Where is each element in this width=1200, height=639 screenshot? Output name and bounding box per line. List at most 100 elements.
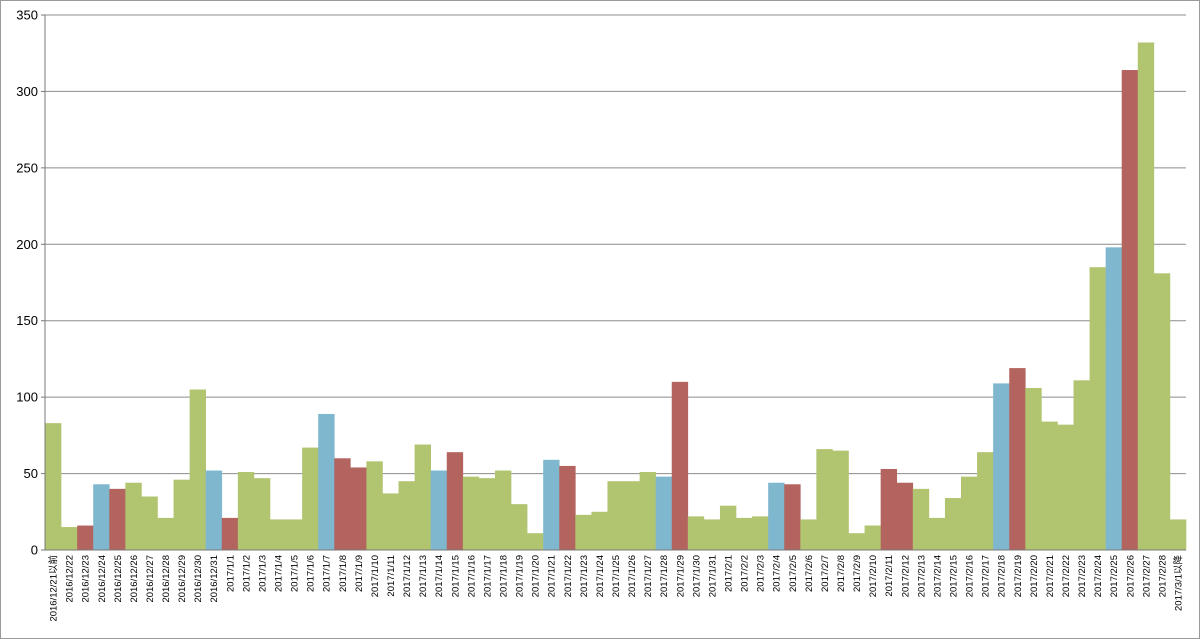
bar [221, 517, 239, 550]
x-tick-label: 2017/1/6 [306, 555, 317, 592]
y-tick-label: 150 [16, 313, 38, 328]
x-tick-label: 2017/1/22 [563, 555, 574, 597]
x-tick-label: 2017/1/8 [338, 555, 349, 592]
x-tick-label: 2017/2/24 [1093, 555, 1104, 597]
x-tick-label: 2017/2/1 [723, 555, 734, 592]
x-tick-label: 2016/12/21以前 [48, 555, 60, 622]
bar [1153, 273, 1171, 550]
bar [157, 517, 174, 550]
x-tick-label: 2017/1/17 [482, 555, 493, 597]
bar [655, 476, 673, 550]
bar [1089, 267, 1106, 550]
bar [462, 476, 480, 550]
x-tick-label: 2017/1/13 [418, 555, 429, 597]
x-tick-label: 2017/2/14 [932, 555, 943, 597]
x-tick-label: 2017/2/13 [916, 555, 927, 597]
x-tick-label: 2016/12/23 [81, 555, 92, 603]
bar [253, 478, 271, 550]
x-tick-label: 2017/2/4 [772, 555, 783, 592]
bar [703, 519, 721, 550]
bar [286, 519, 303, 550]
bar [880, 468, 898, 550]
x-tick-label: 2017/2/21 [1045, 555, 1056, 597]
x-tick-label: 2017/1/5 [290, 555, 301, 592]
bar [961, 476, 978, 550]
x-tick-label: 2017/1/7 [322, 555, 333, 592]
x-tick-label: 2017/1/1 [225, 555, 236, 592]
x-tick-label: 2017/1/10 [370, 555, 381, 597]
bar [993, 383, 1010, 550]
x-tick-label: 2017/1/11 [386, 555, 397, 597]
x-tick-label: 2016/12/27 [145, 555, 156, 603]
bar [816, 449, 833, 550]
axes [41, 14, 1186, 551]
bar [237, 472, 255, 550]
bar [607, 481, 624, 550]
x-tick-label: 2017/1/29 [675, 555, 686, 597]
x-tick-label: 2017/1/16 [466, 555, 477, 597]
x-tick-label: 2017/2/22 [1061, 555, 1072, 597]
bar [494, 470, 512, 550]
x-tick-label: 2017/1/12 [402, 555, 413, 597]
x-tick-label: 2017/1/27 [643, 555, 654, 597]
y-tick-label: 250 [16, 160, 38, 175]
x-tick-label: 2017/3/1以降 [1172, 555, 1184, 611]
bar [478, 478, 496, 550]
bar [1041, 421, 1058, 550]
x-tick-label: 2017/2/7 [820, 555, 831, 592]
bar [1137, 42, 1155, 550]
bar [382, 493, 399, 550]
x-tick-label: 2016/12/25 [113, 555, 124, 603]
bar [1009, 368, 1026, 550]
bar [800, 519, 817, 550]
x-tick-label: 2016/12/30 [193, 555, 204, 603]
bar [141, 496, 158, 550]
bar [591, 511, 608, 550]
bar [1121, 70, 1139, 550]
x-tick-label: 2017/1/23 [579, 555, 590, 597]
bar [109, 488, 126, 550]
x-tick-label: 2017/2/8 [836, 555, 847, 592]
x-tick-label: 2017/1/31 [707, 555, 718, 597]
x-tick-label: 2017/1/30 [691, 555, 702, 597]
x-tick-label: 2016/12/28 [161, 555, 172, 603]
bar [784, 484, 801, 550]
bar [527, 533, 544, 550]
x-tick-label: 2017/1/15 [450, 555, 461, 597]
x-tick-label: 2017/2/27 [1141, 555, 1152, 597]
gridlines [45, 14, 1186, 475]
x-tick-label: 2017/2/17 [981, 555, 992, 597]
bar [912, 488, 930, 550]
bar [366, 461, 383, 550]
bar [736, 517, 753, 550]
x-tick-label: 2017/2/5 [788, 555, 799, 592]
bar [559, 465, 576, 550]
x-tick-label: 2017/2/9 [852, 555, 863, 592]
x-tick-label: 2016/12/31 [209, 555, 220, 603]
x-tick-label: 2017/2/18 [997, 555, 1008, 597]
bar [414, 444, 431, 550]
bar [302, 447, 319, 550]
bar [639, 472, 656, 550]
x-tick-label: 2017/1/21 [547, 555, 558, 597]
bar [687, 516, 705, 550]
bar [864, 525, 881, 550]
y-tick-label: 0 [31, 543, 38, 558]
x-tick-label: 2017/2/12 [900, 555, 911, 597]
x-tick-label: 2017/1/4 [274, 555, 285, 592]
bar [1105, 247, 1123, 550]
bar [318, 413, 335, 550]
bar [671, 381, 689, 550]
y-tick-label: 200 [16, 237, 38, 252]
x-tick-label: 2017/2/15 [948, 555, 959, 597]
bar [511, 504, 528, 550]
bar [1073, 380, 1090, 550]
bar [944, 498, 962, 550]
y-tick-labels: 0 50 100 150 200 250 300 350 [16, 8, 38, 558]
x-tick-label: 2016/12/26 [129, 555, 140, 603]
bar [623, 481, 640, 550]
x-tick-label: 2017/1/25 [611, 555, 622, 597]
x-tick-label: 2017/1/14 [434, 555, 445, 597]
x-tick-label: 2017/2/26 [1125, 555, 1136, 597]
